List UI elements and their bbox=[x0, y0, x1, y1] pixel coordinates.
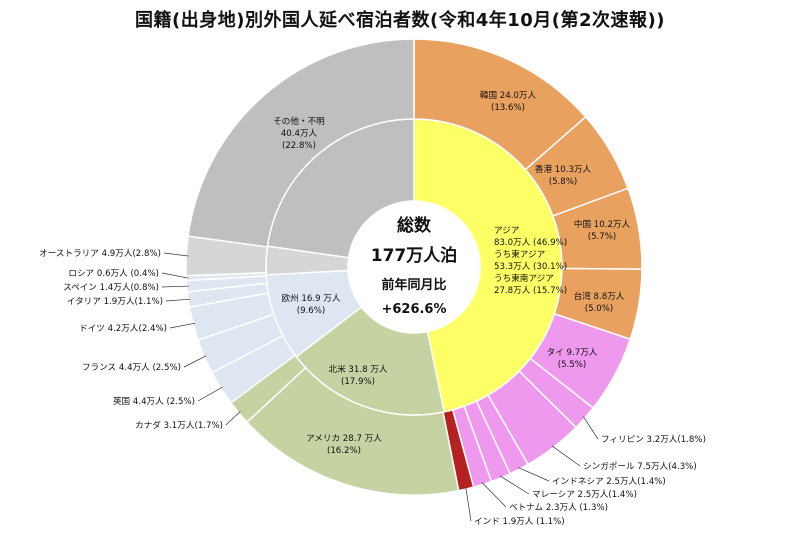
leader-line-de bbox=[169, 322, 196, 329]
center-hole bbox=[348, 201, 480, 333]
center-line-2: 177万人泊 bbox=[371, 246, 458, 266]
leader-line-id bbox=[518, 467, 550, 482]
inner-label-asia: アジア 83.0万人 (46.9%)うち東アジア 53.3万人 (30.1%)うち東… bbox=[494, 226, 567, 296]
leader-line-my bbox=[499, 475, 530, 495]
center-line-4: +626.6% bbox=[381, 302, 446, 317]
leader-line-sg bbox=[551, 445, 581, 467]
leader-line-fr bbox=[183, 355, 207, 368]
center-line-1: 総数 bbox=[397, 215, 432, 236]
outer-label-taiwan: 台湾 8.8万人(5.0%) bbox=[574, 290, 625, 314]
inner-label-eu: 欧州 16.9 万人(9.6%) bbox=[282, 292, 341, 316]
callout-label-ca: カナダ 3.1万人(1.7%) bbox=[135, 419, 223, 431]
chart-title: 国籍(出身地)別外国人延べ宿泊者数(令和4年10月(第2次速報)) bbox=[135, 10, 665, 31]
callout-label-uk: 英国 4.4万人 (2.5%) bbox=[113, 395, 195, 407]
leader-line-ru bbox=[161, 272, 189, 279]
inner-label-na: 北米 31.8 万人(17.9%) bbox=[329, 363, 388, 387]
callout-label-my: マレーシア 2.5万人(1.4%) bbox=[532, 489, 637, 500]
callout-label-fr: フランス 4.4万人 (2.5%) bbox=[82, 362, 181, 373]
callout-label-au: オーストラリア 4.9万人(2.8%) bbox=[39, 248, 161, 259]
leader-line-ca bbox=[225, 411, 241, 426]
outer-sector-other2 bbox=[187, 38, 415, 248]
leader-line-es bbox=[161, 285, 189, 288]
leader-line-vn bbox=[481, 482, 507, 508]
callout-label-id: インドネシア 2.5万人(1.4%) bbox=[552, 476, 666, 487]
callout-label-ph: フィリピン 3.2万人(1.8%) bbox=[601, 434, 706, 445]
outer-label-us: アメリカ 28.7 万人(16.2%) bbox=[306, 433, 382, 456]
inner-label-other: その他・不明 40.4万人(22.8%) bbox=[273, 115, 325, 151]
outer-label-thai: タイ 9.7万人(5.5%) bbox=[547, 347, 598, 370]
leader-line-ph bbox=[583, 416, 599, 440]
callout-label-vn: ベトナム 2.3万人 (1.3%) bbox=[509, 502, 608, 513]
callout-label-de: ドイツ 4.2万人(2.4%) bbox=[79, 323, 167, 334]
center-line-3: 前年同月比 bbox=[381, 277, 446, 293]
callout-label-in: インド 1.9万人 (1.1%) bbox=[474, 516, 565, 527]
callout-label-ru: ロシア 0.6万人 (0.4%) bbox=[68, 268, 159, 279]
callout-label-es: スペイン 1.4万人(0.8%) bbox=[63, 282, 159, 293]
callout-label-sg: シンガポール 7.5万人(4.3%) bbox=[583, 461, 697, 472]
callout-label-it: イタリア 1.9万人(1.1%) bbox=[67, 296, 163, 307]
outer-label-hk: 香港 10.3万人(5.8%) bbox=[535, 163, 592, 187]
leader-line-in bbox=[465, 486, 472, 522]
leader-line-au bbox=[163, 252, 189, 257]
leader-line-it bbox=[165, 298, 191, 302]
outer-label-korea: 韓国 24.0万人(13.6%) bbox=[480, 90, 537, 113]
leader-line-uk bbox=[197, 386, 223, 402]
outer-label-china: 中国 10.2万人(5.7%) bbox=[574, 218, 631, 242]
